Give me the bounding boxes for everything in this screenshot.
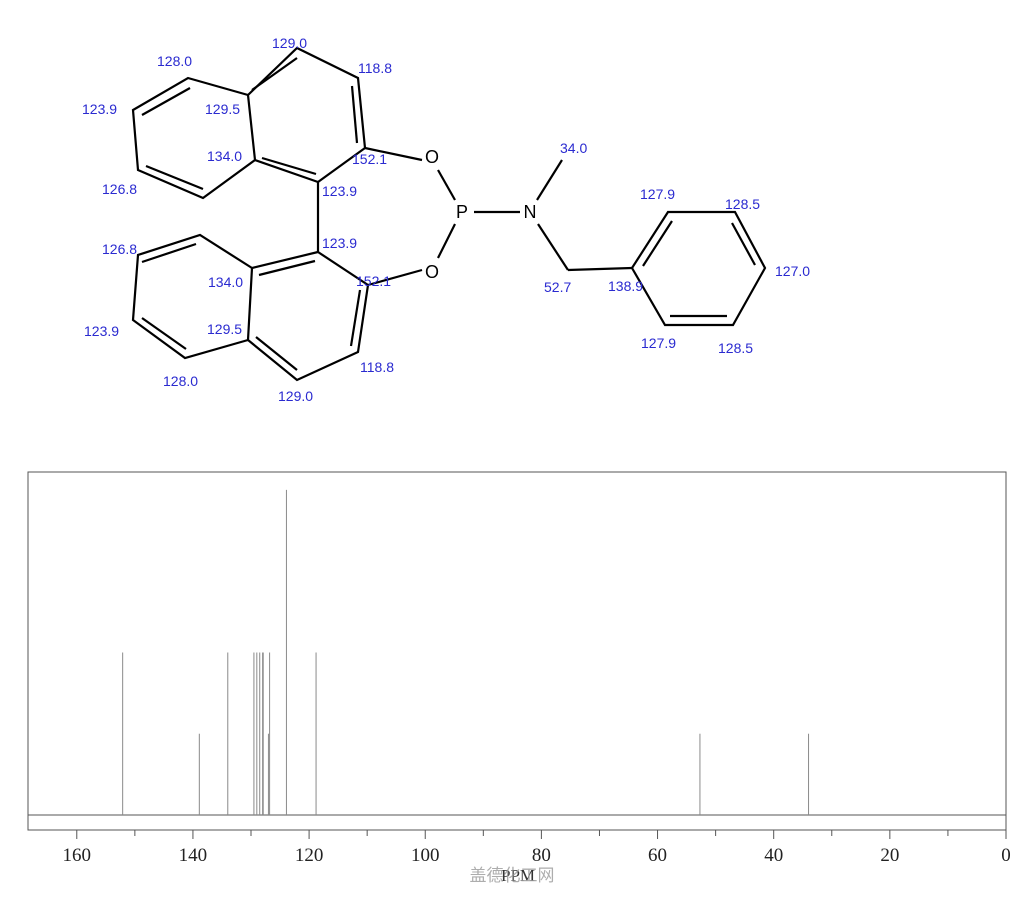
atom-label: O bbox=[425, 147, 439, 167]
shift-label: 123.9 bbox=[322, 183, 357, 199]
molecule-bonds bbox=[131, 46, 767, 382]
bond bbox=[731, 222, 756, 266]
shift-label: 118.8 bbox=[360, 359, 394, 375]
bond bbox=[364, 146, 423, 162]
x-tick-label: 0 bbox=[1001, 845, 1011, 866]
shift-label: 134.0 bbox=[208, 274, 243, 290]
shift-label: 127.9 bbox=[640, 186, 675, 202]
bond bbox=[367, 268, 423, 287]
bond bbox=[349, 289, 362, 347]
shift-label: 152.1 bbox=[356, 273, 391, 289]
atom-bg bbox=[423, 263, 441, 283]
shift-label: 134.0 bbox=[207, 148, 242, 164]
x-axis-title: PPM bbox=[501, 866, 535, 885]
shift-label: 152.1 bbox=[352, 151, 387, 167]
shift-label: 129.5 bbox=[207, 321, 242, 337]
shift-label: 123.9 bbox=[322, 235, 357, 251]
shift-label: 128.5 bbox=[718, 340, 753, 356]
shift-label: 126.8 bbox=[102, 241, 137, 257]
bond bbox=[642, 220, 673, 267]
bond bbox=[251, 57, 298, 91]
atom-label: P bbox=[456, 202, 468, 222]
bond bbox=[631, 210, 767, 327]
bond bbox=[246, 250, 370, 382]
bond bbox=[258, 259, 316, 277]
shift-label: 129.0 bbox=[272, 35, 307, 51]
x-tick-label: 140 bbox=[179, 845, 208, 866]
shift-label: 126.8 bbox=[102, 181, 137, 197]
bond bbox=[350, 85, 359, 144]
shift-label: 123.9 bbox=[84, 323, 119, 339]
bond bbox=[536, 159, 563, 201]
atom-bg bbox=[521, 203, 539, 223]
shift-label: 128.5 bbox=[725, 196, 760, 212]
bond bbox=[255, 336, 298, 371]
shift-label: 128.0 bbox=[163, 373, 198, 389]
atom-bg bbox=[453, 203, 471, 223]
bond bbox=[261, 156, 317, 176]
x-tick-label: 40 bbox=[764, 845, 783, 866]
shift-label: 129.0 bbox=[278, 388, 313, 404]
bond bbox=[141, 317, 187, 350]
shift-label: 128.0 bbox=[157, 53, 192, 69]
x-tick-label: 80 bbox=[532, 845, 551, 866]
x-tick-label: 100 bbox=[411, 845, 440, 866]
x-tick-label: 120 bbox=[295, 845, 324, 866]
shift-label: 129.5 bbox=[205, 101, 240, 117]
shift-label: 127.0 bbox=[775, 263, 810, 279]
bond bbox=[246, 46, 367, 184]
x-tick-label: 20 bbox=[880, 845, 899, 866]
spectrum-chart: PPM 盖德化工网 160 140 120 100 80 60 40 20 0 bbox=[27, 471, 1011, 886]
shift-label: 118.8 bbox=[358, 60, 392, 76]
bond bbox=[537, 223, 569, 271]
bond bbox=[131, 76, 256, 200]
plot-frame bbox=[27, 471, 1007, 831]
atom-label: O bbox=[425, 262, 439, 282]
bond bbox=[437, 169, 456, 201]
shift-label: 123.9 bbox=[82, 101, 117, 117]
atom-bg bbox=[423, 148, 441, 168]
shift-label: 34.0 bbox=[560, 140, 587, 156]
shift-label: 138.9 bbox=[608, 278, 643, 294]
watermark: 盖德化工网 bbox=[470, 866, 555, 886]
shift-label: 52.7 bbox=[544, 279, 571, 295]
x-tick-label: 160 bbox=[63, 845, 92, 866]
shift-label: 127.9 bbox=[641, 335, 676, 351]
bond bbox=[141, 242, 197, 264]
bond bbox=[567, 266, 633, 272]
atom-label: N bbox=[524, 202, 537, 222]
bond bbox=[145, 164, 204, 191]
bond bbox=[131, 233, 253, 360]
bond bbox=[141, 87, 191, 116]
x-tick-label: 60 bbox=[648, 845, 667, 866]
bond bbox=[437, 223, 456, 259]
